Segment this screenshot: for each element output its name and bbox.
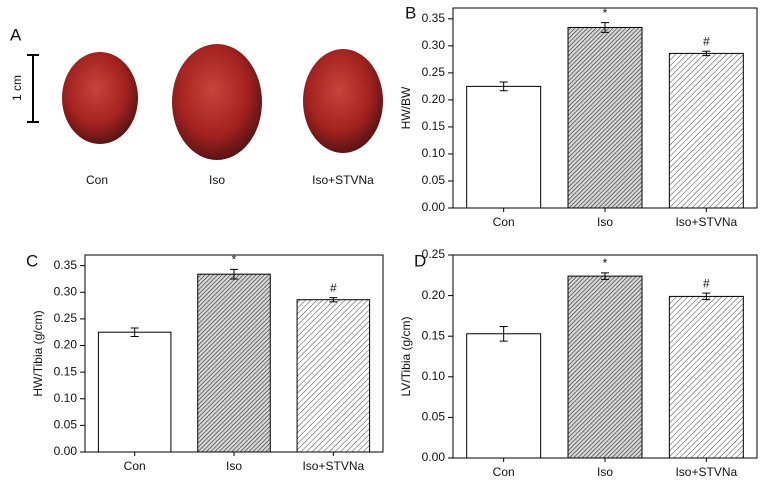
photo-label: Iso+STVNa <box>312 173 374 187</box>
bar <box>668 295 744 459</box>
y-tick-label: 0.25 <box>422 65 446 79</box>
y-tick-label: 0.35 <box>54 258 78 272</box>
y-tick-label: 0.10 <box>422 369 446 383</box>
scale-label: 1 cm <box>10 75 24 101</box>
panel-label: B <box>405 3 416 22</box>
y-tick-label: 0.00 <box>422 450 446 464</box>
error-bar <box>329 297 338 303</box>
plot-frame <box>84 254 384 453</box>
y-tick-label: 0.20 <box>54 338 78 352</box>
x-tick-label: Iso <box>597 215 613 229</box>
bar <box>296 299 371 453</box>
photo-label: Iso <box>209 173 225 187</box>
error-bar <box>702 292 711 301</box>
y-tick-label: 0.05 <box>54 418 78 432</box>
y-tick-label: 0.05 <box>422 173 446 187</box>
y-tick-label: 0.05 <box>422 410 446 424</box>
y-tick-label: 0.15 <box>422 328 446 342</box>
x-tick-label: Con <box>124 459 146 473</box>
x-tick-label: Iso <box>226 459 242 473</box>
photo-panel: A 1 cm Con Iso Iso+STVNa <box>10 25 383 187</box>
error-bar <box>702 50 711 57</box>
y-axis-label: HW/Tibia (g/cm) <box>31 310 45 396</box>
significance-marker: * <box>603 256 608 270</box>
y-axis-label: LV/Tibia (g/cm) <box>399 316 413 396</box>
bar <box>466 85 542 209</box>
y-tick-label: 0.35 <box>422 11 446 25</box>
bar <box>668 52 744 209</box>
heart-image <box>62 52 138 144</box>
y-tick-label: 0.10 <box>422 146 446 160</box>
significance-marker: # <box>703 276 710 290</box>
bar <box>567 26 643 209</box>
significance-marker: # <box>330 281 337 295</box>
significance-marker: * <box>603 6 608 20</box>
y-tick-label: 0.15 <box>54 364 78 378</box>
photo-label: Con <box>86 173 108 187</box>
error-bar <box>130 327 139 337</box>
y-tick-label: 0.30 <box>422 38 446 52</box>
bar <box>466 333 542 459</box>
bar <box>197 273 271 453</box>
y-tick-label: 0.20 <box>422 288 446 302</box>
x-tick-label: Iso+STVNa <box>675 465 737 479</box>
plot-frame <box>452 254 758 459</box>
significance-marker: * <box>232 253 237 267</box>
y-tick-label: 0.00 <box>422 200 446 214</box>
y-tick-label: 0.25 <box>422 247 446 261</box>
error-bar <box>499 325 508 342</box>
y-tick-label: 0.10 <box>54 391 78 405</box>
panel-label: A <box>10 25 22 44</box>
panel-label: C <box>26 251 38 270</box>
x-tick-label: Iso+STVNa <box>675 215 737 229</box>
y-tick-label: 0.00 <box>54 444 78 458</box>
x-tick-label: Con <box>493 465 515 479</box>
plot-frame <box>452 7 758 209</box>
heart-image <box>303 49 383 153</box>
bar <box>567 275 643 459</box>
error-bar <box>230 268 238 280</box>
error-bar <box>601 272 609 280</box>
significance-marker: # <box>703 34 710 48</box>
x-tick-label: Iso+STVNa <box>302 459 364 473</box>
y-tick-label: 0.20 <box>422 92 446 106</box>
y-tick-label: 0.30 <box>54 284 78 298</box>
bar <box>97 331 172 453</box>
x-tick-label: Con <box>493 215 515 229</box>
y-axis-label: HW/BW <box>399 86 413 129</box>
y-tick-label: 0.25 <box>54 311 78 325</box>
error-bar <box>499 81 508 92</box>
y-tick-label: 0.15 <box>422 119 446 133</box>
heart-image <box>172 44 262 160</box>
error-bar <box>601 22 609 33</box>
x-tick-label: Iso <box>597 465 613 479</box>
panel-label: D <box>414 251 426 270</box>
